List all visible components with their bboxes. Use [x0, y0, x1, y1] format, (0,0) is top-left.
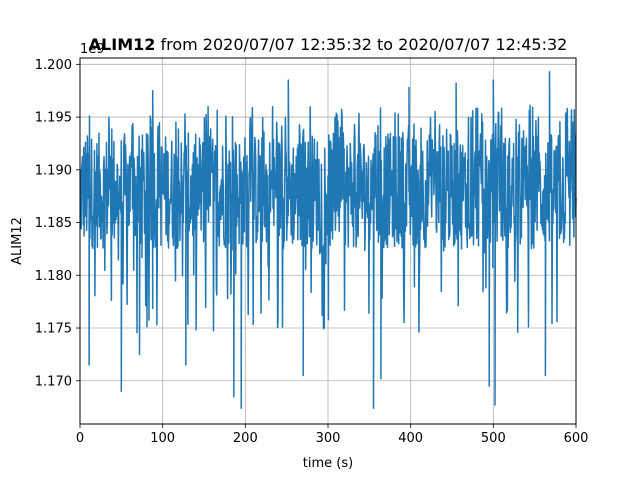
x-tick-label: 100	[150, 431, 175, 446]
x-tick-label: 0	[76, 431, 84, 446]
y-tick-label: 1.180	[35, 269, 72, 284]
chart-title-bold: ALIM12	[89, 35, 156, 54]
y-tick-label: 1.195	[35, 111, 72, 126]
series-line	[79, 70, 577, 409]
x-tick-label: 200	[233, 431, 258, 446]
x-axis-ticks: 0 100 200 300 400 500 600	[76, 424, 589, 446]
x-tick-label: 300	[316, 431, 341, 446]
x-tick-label: 500	[481, 431, 506, 446]
chart-title: ALIM12 from 2020/07/07 12:35:32 to 2020/…	[89, 35, 568, 54]
x-tick-label: 400	[398, 431, 423, 446]
series-group	[79, 70, 577, 409]
y-tick-label: 1.190	[35, 163, 72, 178]
y-tick-label: 1.185	[35, 216, 72, 231]
y-axis-offset-text: 1e9	[80, 42, 105, 57]
y-tick-label: 1.175	[35, 322, 72, 337]
x-tick-label: 600	[564, 431, 589, 446]
chart-title-rest: from 2020/07/07 12:35:32 to 2020/07/07 1…	[155, 35, 567, 54]
y-tick-label: 1.200	[35, 58, 72, 73]
x-axis-label: time (s)	[303, 456, 353, 471]
y-tick-label: 1.170	[35, 374, 72, 389]
y-axis-ticks: 1.170 1.175 1.180 1.185 1.190 1.195 1.200	[35, 58, 80, 389]
y-axis-label: ALIM12	[10, 217, 25, 265]
